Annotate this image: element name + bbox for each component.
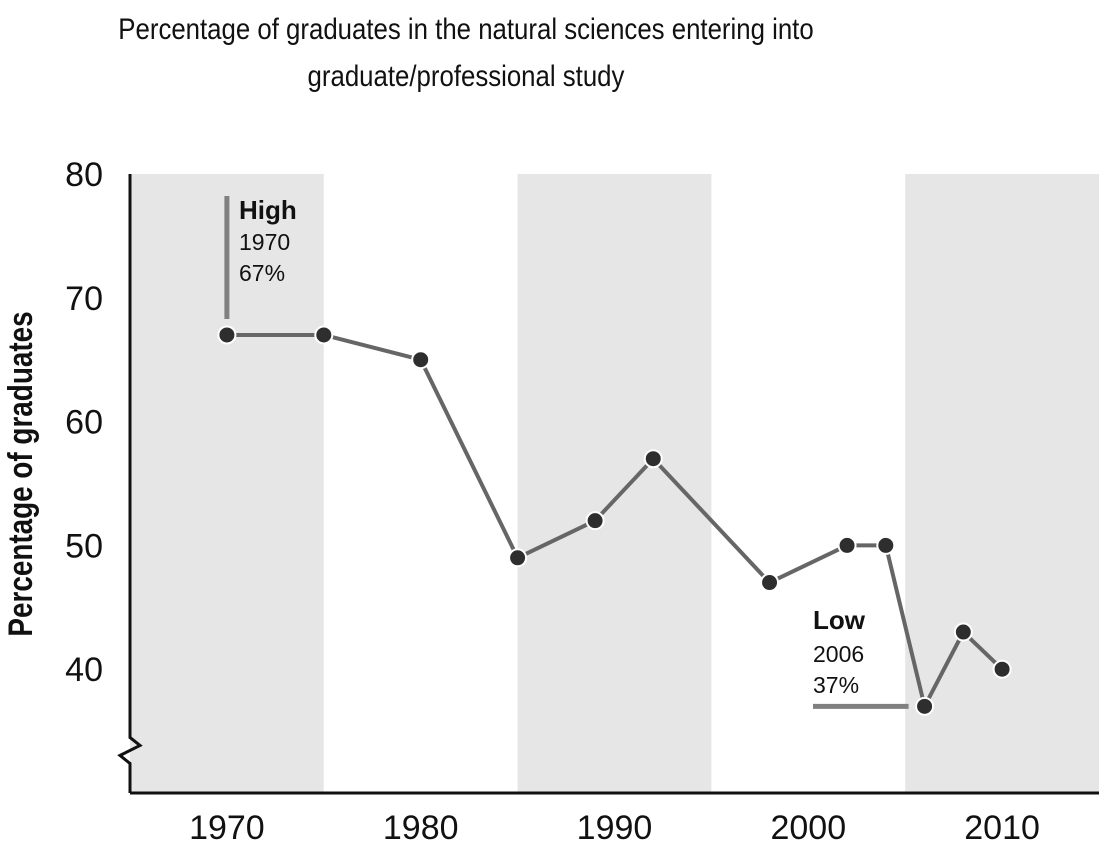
shaded-band-2 xyxy=(905,174,1099,793)
chart-title-line-1: Percentage of graduates in the natural s… xyxy=(118,12,813,45)
annotation-low-value: 37% xyxy=(813,672,859,698)
tick-labels: 1970 1980 1990 2000 2010 40 50 60 70 80 xyxy=(65,156,1040,847)
y-axis-label: Percentage of graduates xyxy=(1,311,39,636)
data-point xyxy=(411,350,431,370)
series-line xyxy=(226,332,1004,709)
chart-title-line-2: graduate/professional study xyxy=(308,59,625,92)
annotation-high-year: 1970 xyxy=(239,229,290,255)
annotation-high: High 1970 67% xyxy=(239,195,297,286)
data-point xyxy=(992,659,1012,679)
x-tick-label: 2000 xyxy=(770,809,846,847)
x-tick-label: 1990 xyxy=(577,809,653,847)
annotation-high-value: 67% xyxy=(239,260,285,286)
y-tick-label: 50 xyxy=(65,527,103,565)
annotation-low-year: 2006 xyxy=(813,641,864,667)
data-point xyxy=(585,511,605,531)
data-points xyxy=(217,325,1012,716)
annotation-low-head: Low xyxy=(813,605,866,635)
data-point xyxy=(314,325,334,345)
y-tick-label: 60 xyxy=(65,404,103,442)
annotation-high-head: High xyxy=(239,195,297,225)
x-tick-label: 2010 xyxy=(964,809,1040,847)
series-polyline xyxy=(226,332,1004,709)
data-point xyxy=(217,325,237,345)
data-point xyxy=(876,535,896,555)
data-point xyxy=(760,573,780,593)
data-point xyxy=(837,535,857,555)
data-point xyxy=(953,622,973,642)
annotation-leaders xyxy=(224,196,909,709)
shaded-band-1 xyxy=(517,174,712,793)
y-tick-label: 80 xyxy=(65,156,103,194)
axes xyxy=(117,174,1099,795)
annotation-low: Low 2006 37% xyxy=(813,605,866,698)
data-point xyxy=(643,449,663,469)
y-tick-label: 40 xyxy=(65,651,103,689)
data-point xyxy=(508,548,528,568)
x-tick-label: 1970 xyxy=(189,809,265,847)
y-tick-label: 70 xyxy=(65,280,103,318)
x-tick-label: 1980 xyxy=(383,809,459,847)
data-point xyxy=(915,696,935,716)
y-axis-line xyxy=(117,174,143,793)
